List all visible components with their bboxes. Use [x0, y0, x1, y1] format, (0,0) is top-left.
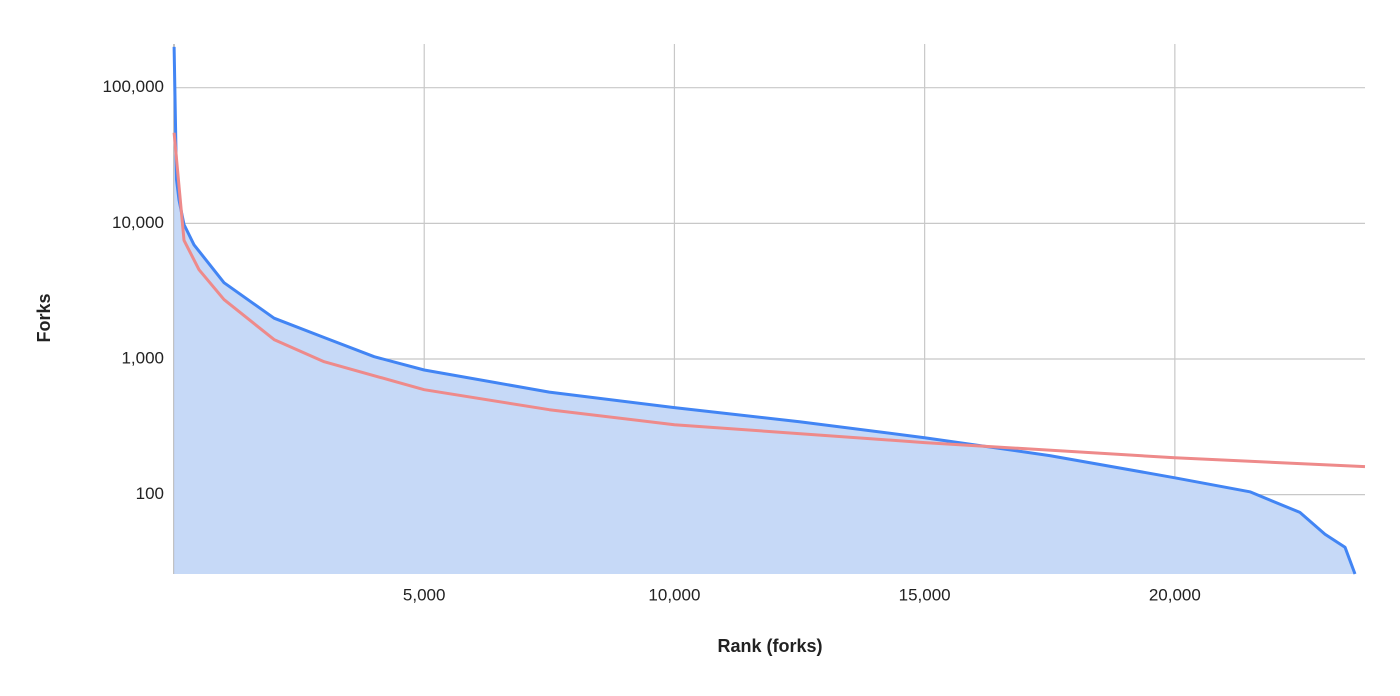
y-tick-label: 100 [136, 484, 164, 503]
y-axis-title: Forks [34, 293, 54, 342]
line [172, 46, 1357, 575]
x-tick-label: 20,000 [1149, 585, 1201, 604]
area-fill [174, 46, 1356, 574]
y-tick-label: 1,000 [121, 348, 164, 367]
x-tick-label: 10,000 [648, 585, 700, 604]
x-tick-label: 15,000 [899, 585, 951, 604]
x-axis-title: Rank (forks) [717, 636, 822, 656]
y-tick-label: 100,000 [103, 77, 164, 96]
y-tick-label: 10,000 [112, 213, 164, 232]
line [172, 132, 1366, 469]
x-tick-label: 5,000 [403, 585, 446, 604]
